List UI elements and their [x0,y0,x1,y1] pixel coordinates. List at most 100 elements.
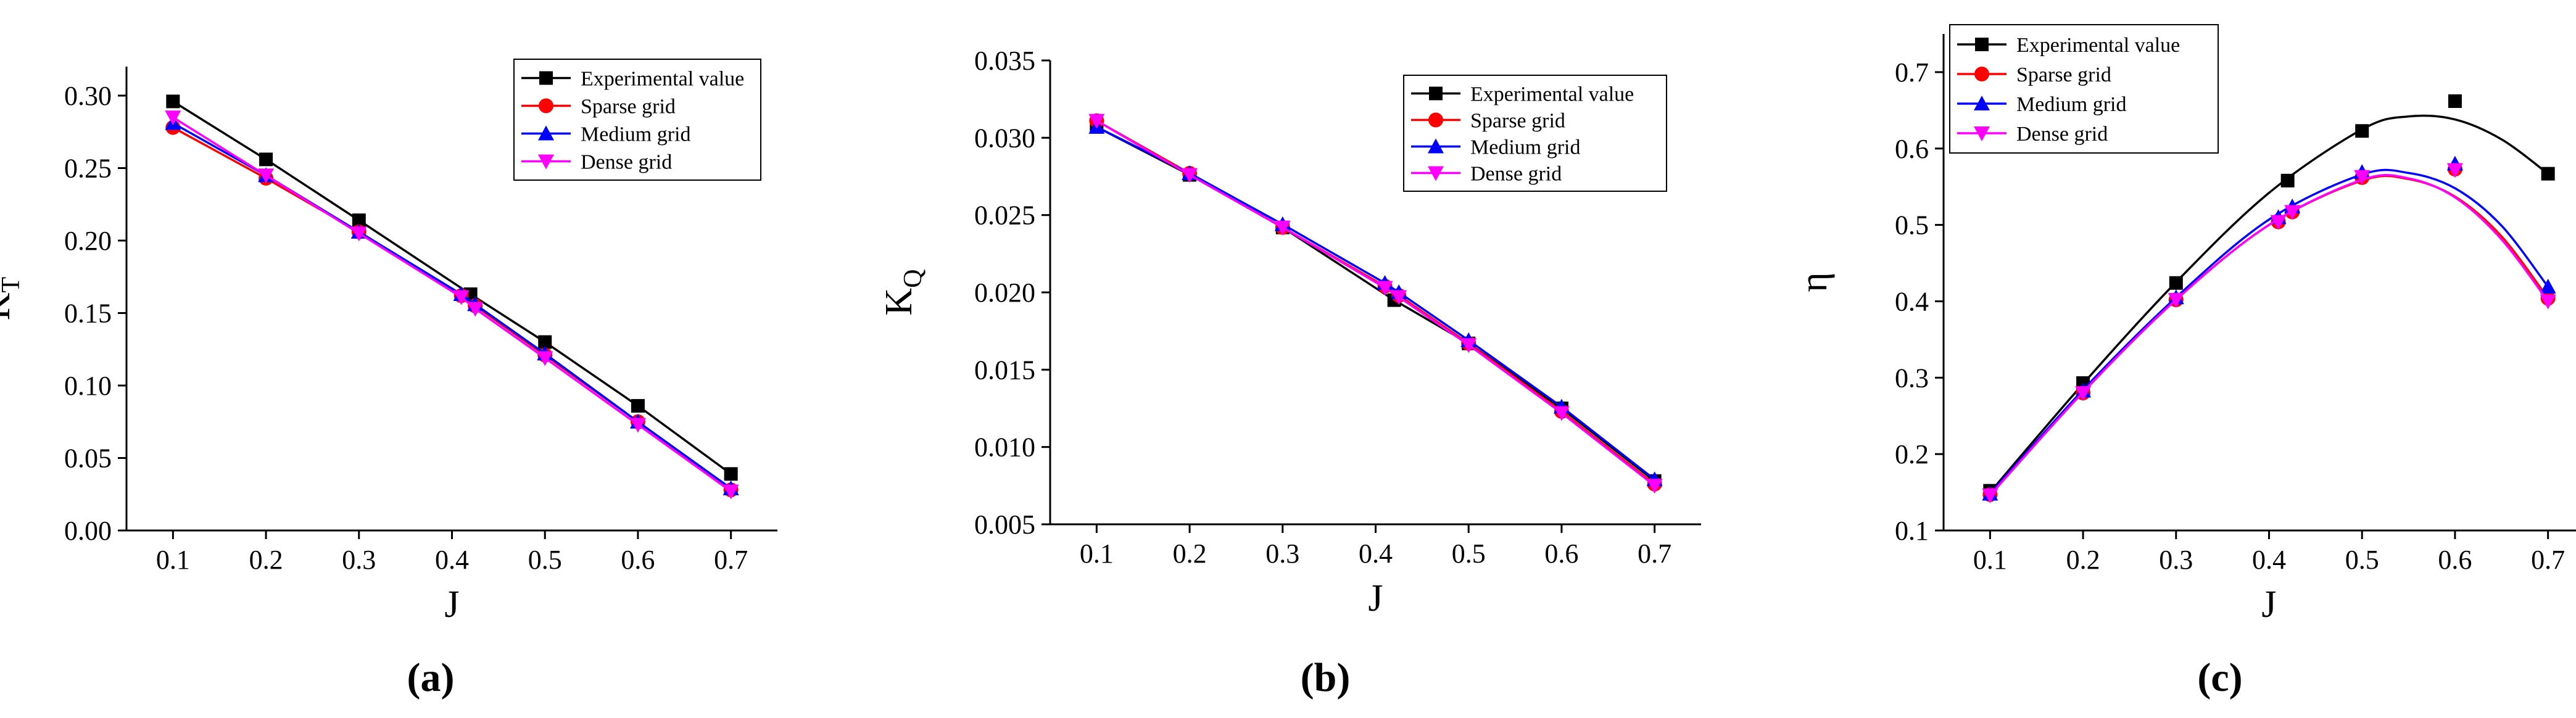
legend-marker-medium [1974,96,1990,110]
y-axis-label-subscript: Q [899,269,927,287]
x-tick-label: 0.5 [1452,538,1486,569]
y-tick-label: 0.25 [64,154,112,184]
legend-label-experimental: Experimental value [581,68,744,91]
x-axis-label: J [1368,577,1383,619]
data-point-dense [2168,292,2184,308]
data-point-dense [1391,290,1407,305]
data-point-experimental [2448,94,2462,108]
data-point-dense [1982,489,1998,504]
caption-a: (a) [407,655,455,700]
legend-box [1949,24,2219,154]
x-tick-label: 0.5 [2345,545,2379,575]
y-axis-label-subscript: T [0,277,25,293]
x-tick-label: 0.2 [249,545,283,575]
x-axis-label: J [444,584,459,625]
y-tick-label: 0.5 [1895,210,1929,241]
y-tick-label: 0.1 [1895,516,1929,546]
y-tick-label: 0.035 [974,46,1035,76]
legend-marker-dense [1428,166,1444,181]
data-point-medium [2540,278,2556,294]
x-tick-label: 0.7 [2531,545,2565,575]
data-point-dense [2540,294,2556,310]
x-axis-label: J [2261,584,2276,625]
legend: Experimental value Sparse grid Medium grid… [1949,24,2219,154]
data-point-dense [350,226,367,242]
x-tick-label: 0.4 [2252,545,2286,575]
legend-label-experimental: Experimental value [1470,83,1634,106]
y-tick-label: 0.005 [974,510,1035,540]
y-tick-label: 0.030 [974,123,1035,153]
caption-c: (c) [2197,655,2242,700]
legend-marker-experimental [1975,38,1989,51]
series-line-experimental [1989,114,2549,493]
data-point-dense [1646,479,1663,494]
legend-marker-sparse [539,98,553,113]
y-axis-label: η [1793,272,1835,292]
x-tick-label: 0.7 [1638,538,1671,569]
chart-panel-c: 0.1 0.2 0.3 0.4 0.5 0.6 0.7 0.1 0.2 0.3 0.4 0.5 0.6 0… [1793,24,2576,625]
legend-marker-dense [1974,126,1990,141]
y-tick-label: 0.2 [1895,439,1929,469]
data-point-dense [1274,220,1291,236]
y-tick-label: 0.05 [64,444,112,474]
legend-label-dense: Dense grid [2016,123,2108,146]
caption-b: (b) [1301,655,1351,700]
legend-label-experimental: Experimental value [2016,34,2180,57]
y-tick-label: 0.3 [1895,363,1929,393]
legend-marker-sparse [1974,67,1989,81]
data-point-dense [629,418,646,433]
legend-label-medium: Medium grid [1470,136,1580,159]
data-point-dense [2284,205,2301,220]
y-tick-label: 0.010 [974,432,1035,463]
legend-marker-experimental [539,71,553,85]
legend: Experimental value Sparse grid Medium grid… [1403,75,1667,192]
legend-marker-dense [538,154,554,170]
data-point-experimental [631,398,645,413]
data-point-experimental [2541,167,2555,181]
legend-marker-medium [1428,138,1444,154]
data-point-dense [2354,170,2371,185]
legend-label-medium: Medium grid [2016,93,2126,116]
x-tick-label: 0.2 [2066,545,2100,575]
legend-marker-medium [538,125,554,141]
y-axis-label-main: K [0,292,18,320]
series-line-medium [1096,126,1655,481]
data-point-dense [1377,281,1393,296]
y-tick-label: 0.020 [974,278,1035,308]
legend-label-sparse: Sparse grid [2016,64,2111,86]
legend-label-sparse: Sparse grid [1470,110,1565,133]
x-tick-label: 0.4 [1359,538,1393,569]
y-axis-label-main: K [878,288,920,316]
series-line-sparse [172,126,732,491]
legend-label-sparse: Sparse grid [581,96,676,118]
x-tick-label: 0.2 [1173,538,1207,569]
y-tick-label: 0.025 [974,200,1035,231]
x-tick-label: 0.3 [342,545,376,575]
data-point-experimental [538,335,552,349]
x-tick-label: 0.6 [2438,545,2472,575]
data-point-dense [467,302,484,317]
x-tick-label: 0.3 [2159,545,2193,575]
data-point-dense [453,290,470,305]
y-tick-label: 0.20 [64,226,112,256]
series-line-dense [1096,120,1655,487]
y-axis-label-main: η [1793,272,1835,292]
y-axis-label: KT [0,277,25,320]
legend-marker-sparse [1428,112,1443,128]
data-point-experimental [2280,173,2295,188]
data-point-dense [537,351,553,366]
x-tick-label: 0.6 [621,545,655,575]
data-point-experimental [166,94,180,109]
legend-label-dense: Dense grid [581,151,672,174]
data-point-experimental [2169,276,2183,290]
data-point-dense [2446,163,2463,178]
chart-panel-a: 0.1 0.2 0.3 0.4 0.5 0.6 0.7 0.00 0.05 0.10 0.15 0.2… [0,59,777,625]
x-tick-label: 0.7 [714,545,748,575]
y-tick-label: 0.15 [64,299,112,329]
x-tick-label: 0.1 [1080,538,1114,569]
legend-box [513,59,761,181]
x-tick-label: 0.5 [528,545,562,575]
data-point-dense [1088,113,1105,129]
series-line-dense [1989,174,2549,497]
